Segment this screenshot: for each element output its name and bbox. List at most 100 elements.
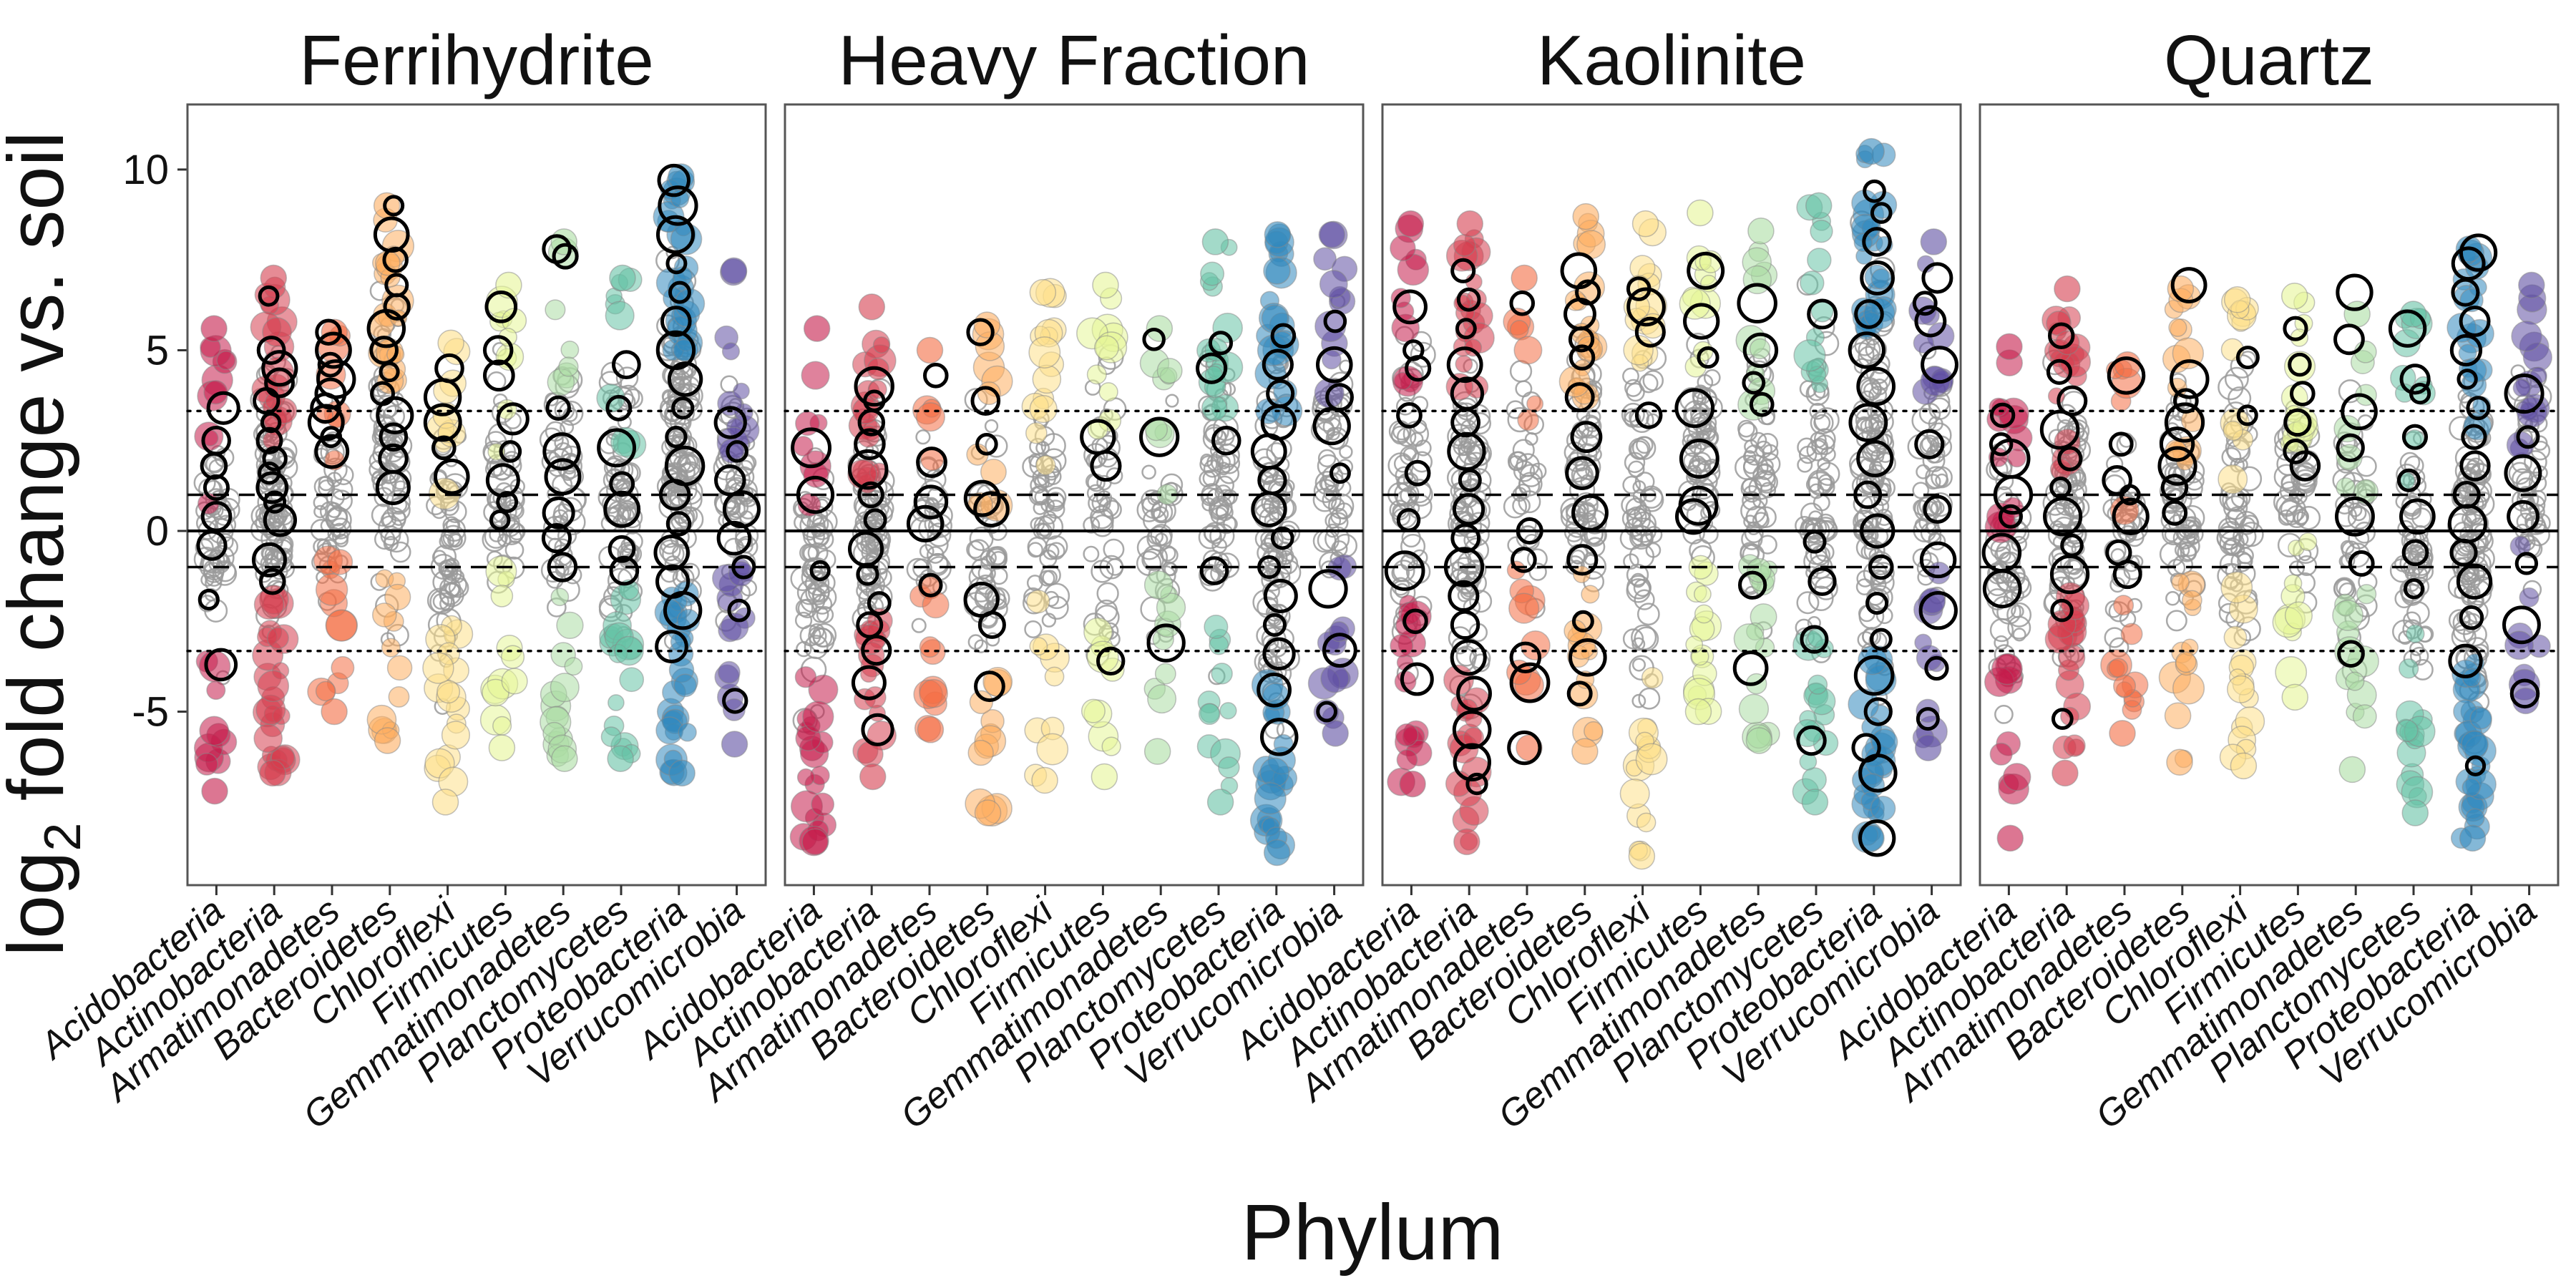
point-nonsignificant — [1639, 485, 1664, 509]
point-significant — [1390, 235, 1416, 262]
point-nonsignificant — [1578, 502, 1596, 520]
point-significant — [969, 690, 994, 714]
point-nonsignificant — [796, 580, 823, 605]
point-highlighted — [1450, 639, 1487, 676]
point-nonsignificant — [1737, 419, 1755, 438]
point-highlighted — [2401, 539, 2429, 567]
point-nonsignificant — [1045, 487, 1067, 508]
point-nonsignificant — [374, 487, 394, 507]
point-highlighted — [1262, 637, 1296, 670]
point-nonsignificant — [1935, 473, 1949, 487]
point-significant — [1508, 592, 1540, 624]
point-highlighted — [1865, 591, 1889, 615]
point-significant — [2469, 707, 2492, 730]
point-highlighted — [1465, 772, 1488, 796]
point-nonsignificant — [369, 451, 389, 471]
point-highlighted — [963, 581, 1000, 618]
point-nonsignificant — [331, 478, 353, 501]
point-highlighted — [496, 491, 519, 514]
point-highlighted — [1509, 662, 1551, 703]
point-highlighted — [496, 402, 530, 436]
point-nonsignificant — [1083, 545, 1100, 562]
point-nonsignificant — [1865, 338, 1888, 361]
point-highlighted — [1568, 344, 1596, 371]
point-nonsignificant — [1463, 452, 1488, 477]
point-nonsignificant — [1041, 613, 1057, 628]
point-nonsignificant — [2218, 374, 2244, 401]
point-highlighted — [206, 391, 240, 425]
point-highlighted — [2051, 708, 2074, 731]
point-nonsignificant — [1870, 401, 1887, 416]
point-nonsignificant — [2404, 455, 2424, 476]
point-highlighted — [1848, 403, 1888, 442]
point-nonsignificant — [2178, 535, 2200, 557]
point-highlighted — [655, 564, 691, 599]
point-significant — [1513, 336, 1543, 365]
point-significant — [1991, 653, 2023, 686]
point-highlighted — [1509, 291, 1536, 316]
point-significant — [1031, 766, 1058, 794]
point-significant — [1641, 667, 1664, 689]
point-nonsignificant — [1994, 635, 2009, 650]
point-highlighted — [665, 511, 692, 537]
point-nonsignificant — [985, 434, 1008, 458]
point-significant — [2287, 406, 2318, 438]
point-nonsignificant — [720, 486, 743, 509]
point-nonsignificant — [617, 542, 640, 565]
y-tick-label: 5 — [146, 327, 169, 374]
point-highlighted — [1564, 382, 1595, 413]
point-significant — [1810, 220, 1833, 243]
point-nonsignificant — [451, 570, 465, 584]
point-significant — [2338, 756, 2366, 784]
point-highlighted — [1448, 580, 1480, 613]
point-nonsignificant — [326, 488, 345, 507]
point-highlighted — [1455, 318, 1477, 340]
point-significant — [2399, 658, 2419, 679]
point-nonsignificant — [1803, 548, 1830, 575]
point-nonsignificant — [2448, 609, 2471, 632]
point-highlighted — [2108, 431, 2134, 457]
facet-title: Kaolinite — [1537, 21, 1806, 99]
point-highlighted — [1989, 402, 2016, 429]
point-significant — [1631, 210, 1659, 238]
point-significant — [2405, 624, 2425, 644]
point-highlighted — [2396, 468, 2421, 492]
point-nonsignificant — [1632, 480, 1646, 494]
point-nonsignificant — [2067, 479, 2087, 500]
point-significant — [859, 763, 887, 791]
point-nonsignificant — [1930, 500, 1945, 515]
point-significant — [500, 645, 525, 669]
point-highlighted — [315, 331, 352, 369]
point-highlighted — [2502, 605, 2541, 645]
point-nonsignificant — [2216, 525, 2242, 550]
point-highlighted — [545, 395, 571, 421]
point-significant — [607, 745, 634, 772]
point-highlighted — [2456, 563, 2493, 600]
point-nonsignificant — [448, 577, 469, 598]
point-significant — [253, 589, 285, 620]
point-highlighted — [1737, 283, 1777, 324]
point-nonsignificant — [978, 608, 998, 629]
point-significant — [315, 573, 348, 606]
point-significant — [1101, 736, 1121, 756]
point-significant — [1212, 313, 1243, 343]
point-highlighted — [2459, 450, 2491, 482]
point-nonsignificant — [1471, 653, 1491, 673]
point-significant — [381, 638, 401, 658]
point-significant — [266, 627, 289, 650]
point-highlighted — [382, 246, 409, 273]
point-nonsignificant — [442, 516, 461, 535]
point-highlighted — [1732, 650, 1769, 686]
point-nonsignificant — [1518, 474, 1541, 497]
point-nonsignificant — [1254, 497, 1275, 518]
point-significant — [2345, 671, 2365, 691]
point-significant — [1206, 789, 1234, 816]
point-nonsignificant — [1699, 427, 1719, 448]
point-nonsignificant — [1216, 462, 1231, 476]
point-nonsignificant — [1624, 452, 1646, 474]
point-nonsignificant — [1853, 494, 1873, 514]
point-nonsignificant — [738, 487, 758, 507]
point-highlighted — [1146, 623, 1186, 663]
point-nonsignificant — [2454, 545, 2479, 571]
point-highlighted — [2170, 267, 2207, 303]
